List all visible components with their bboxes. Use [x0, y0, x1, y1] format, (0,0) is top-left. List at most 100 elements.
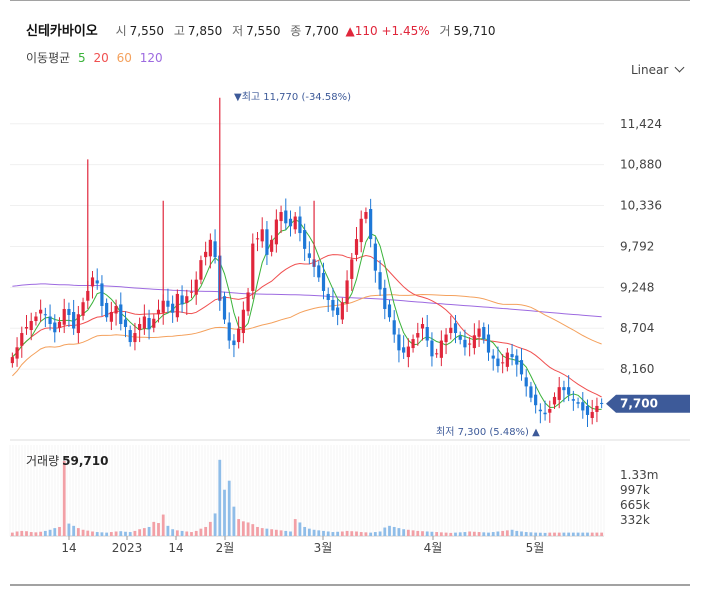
volume-bar — [279, 530, 283, 536]
ma-60[interactable]: 60 — [116, 51, 132, 65]
volume-bar — [388, 525, 391, 536]
candle-body — [345, 280, 349, 304]
volume-bar — [237, 519, 241, 536]
volume-bar — [529, 532, 533, 536]
candle-body — [142, 316, 146, 329]
volume-bar — [218, 459, 222, 536]
candle-body — [402, 347, 406, 353]
candle-body — [194, 279, 198, 295]
volume-bar — [185, 531, 189, 536]
candle-body — [420, 324, 425, 329]
volume-bar — [157, 523, 160, 536]
volume-bar — [340, 531, 344, 536]
volume-bar — [571, 532, 575, 536]
candle-body — [331, 299, 335, 311]
ma-legend: 이동평균 5 20 60 120 — [26, 49, 163, 66]
volume-bar — [538, 532, 542, 536]
volume-bar — [355, 531, 358, 536]
volume-bar — [520, 531, 523, 536]
volume-bar — [510, 529, 514, 536]
candle-body — [81, 302, 85, 316]
ma-120[interactable]: 120 — [139, 51, 163, 65]
candle-body — [524, 377, 528, 387]
volume-bar — [142, 528, 146, 536]
candle-body — [43, 314, 47, 316]
candle-body — [72, 311, 76, 329]
volume-bar — [81, 529, 85, 536]
candle-body — [350, 259, 354, 279]
volume-bar — [317, 530, 321, 536]
candle-body — [199, 260, 203, 280]
candle-body — [505, 352, 509, 367]
candle-body — [430, 340, 434, 357]
volume-bar — [194, 530, 198, 536]
volume-bar — [312, 529, 316, 536]
volume-bar — [39, 531, 43, 536]
volume-bar — [548, 532, 552, 536]
scale-selector[interactable]: Linear — [631, 62, 685, 77]
candle-body — [138, 324, 142, 331]
candle-body — [76, 314, 80, 334]
volume-bar — [100, 532, 104, 536]
candle-body — [156, 309, 161, 315]
volume-bar — [402, 529, 406, 536]
volume-bar — [251, 524, 255, 536]
candle-body — [552, 396, 557, 405]
candle-body — [534, 394, 538, 406]
y-tick-label: 9,792 — [620, 239, 654, 253]
volume-bar — [373, 532, 377, 536]
candle-body — [378, 272, 382, 290]
volume-tick-label: 1.33m — [620, 468, 658, 482]
volume-bar — [76, 528, 80, 536]
volume-bar — [468, 531, 472, 536]
candle-body — [166, 300, 170, 307]
volume-bar — [383, 527, 387, 536]
candle-body — [406, 346, 410, 358]
candle-body — [39, 309, 43, 314]
candle-body — [383, 287, 387, 309]
y-tick-label: 9,248 — [620, 280, 654, 294]
volume-bar — [421, 531, 424, 536]
candle-body — [57, 321, 62, 328]
volume-bar — [487, 532, 490, 536]
volume-tick-label: 332k — [620, 513, 650, 527]
candle-body — [354, 239, 359, 255]
volume-bar — [491, 532, 495, 536]
close-label: 종 — [290, 24, 302, 38]
candle-body — [317, 265, 321, 278]
open-label: 시 — [115, 24, 127, 38]
volume-bar — [463, 532, 467, 536]
volume-bar — [265, 528, 269, 536]
volume-bar — [477, 532, 481, 536]
volume-bar — [175, 530, 179, 536]
x-tick-label: 2023 — [112, 541, 143, 555]
candle-body — [468, 343, 472, 345]
volume-bar — [303, 526, 307, 536]
candle-body — [29, 321, 33, 331]
ma-20[interactable]: 20 — [93, 51, 109, 65]
volume-bar — [34, 532, 38, 536]
last-price-badge — [606, 394, 690, 413]
volume-bar — [20, 530, 24, 536]
ma-60-line — [12, 293, 602, 377]
x-tick-label: 3월 — [314, 541, 333, 555]
volume-bar — [223, 489, 226, 536]
ma-5[interactable]: 5 — [78, 51, 86, 65]
volume-bar — [213, 513, 217, 536]
volume-bar — [114, 531, 118, 536]
volume-bar — [284, 530, 288, 536]
x-tick-label: 2월 — [216, 541, 235, 555]
volume-bar — [72, 525, 76, 536]
candle-body — [435, 353, 439, 355]
volume-bar — [449, 532, 453, 536]
low-label: 저 — [232, 24, 244, 38]
candle-body — [109, 311, 113, 322]
candle-body — [567, 387, 571, 395]
candle-body — [411, 339, 415, 349]
volume-bar — [62, 460, 66, 536]
volume-bar — [190, 532, 193, 536]
candle-body — [213, 241, 217, 258]
volume-bar — [241, 521, 245, 536]
volume-bar — [298, 522, 302, 536]
